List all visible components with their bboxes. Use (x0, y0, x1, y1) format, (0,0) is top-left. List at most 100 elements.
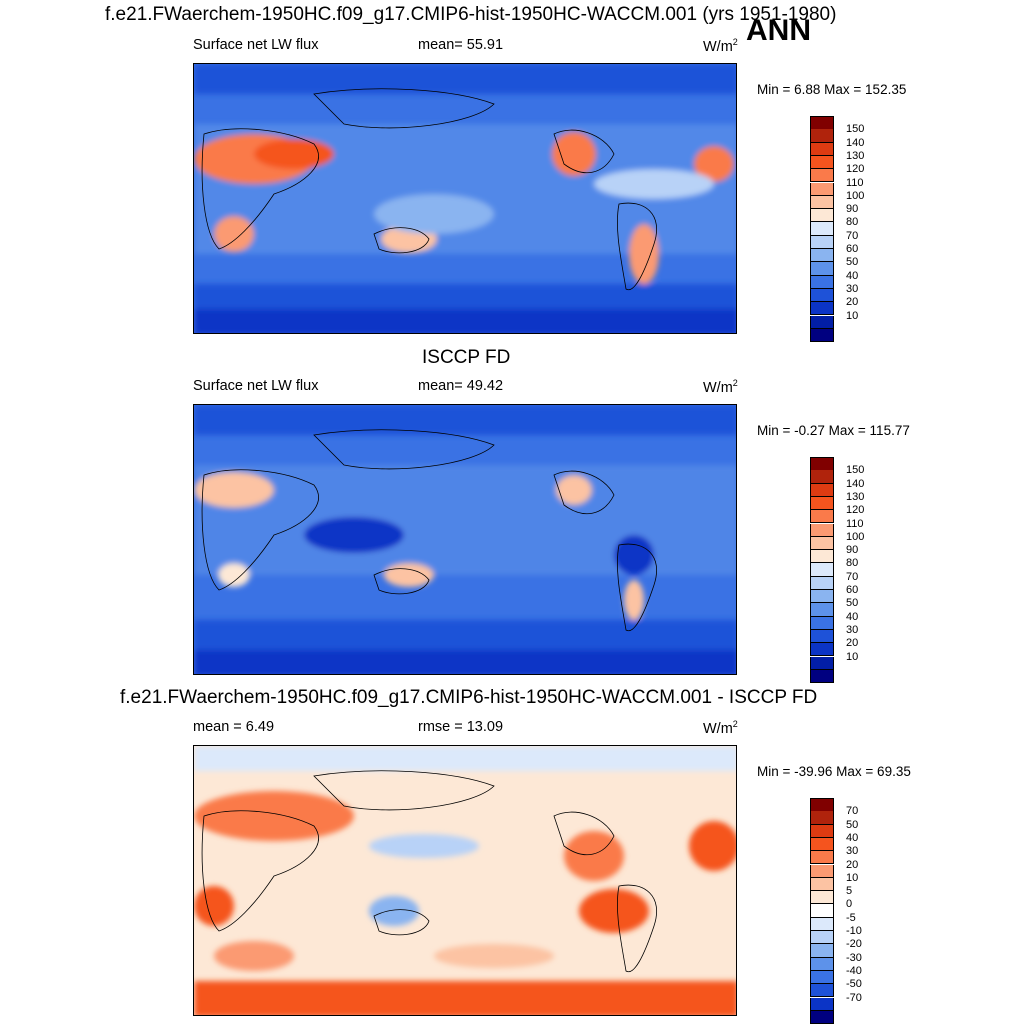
colorbar-cell (810, 669, 834, 684)
colorbar-tick-label: -5 (846, 911, 856, 924)
colorbar-tick-label: 150 (846, 464, 865, 477)
colorbar-tick-label: 100 (846, 530, 865, 543)
colorbar-tick-label: 70 (846, 229, 859, 242)
colorbar-tick-label: 30 (846, 282, 859, 295)
colorbar-cell (810, 510, 834, 524)
panel-diff-mean: mean = 6.49 (193, 719, 275, 735)
colorbar-cell (810, 155, 834, 170)
panel-obs-title: ISCCP FD (422, 347, 511, 368)
panel-obs-left-label: Surface net LW flux (193, 378, 319, 394)
colorbar-tick-label: 90 (846, 544, 859, 557)
colorbar-cell (810, 470, 834, 484)
colorbar-cell (810, 824, 834, 838)
colorbar-tick-label: 80 (846, 216, 859, 229)
panel-diff-title: f.e21.FWaerchem-1950HC.f09_g17.CMIP6-his… (120, 687, 818, 708)
colorbar-cell (810, 496, 834, 511)
panel-model-units: W/m2 (703, 37, 738, 55)
colorbar-tick-label: -30 (846, 951, 862, 964)
figure-title: f.e21.FWaerchem-1950HC.f09_g17.CMIP6-his… (105, 4, 837, 25)
colorbar-cell (810, 629, 834, 644)
colorbar-cell (810, 457, 834, 472)
colorbar-tick-label: -20 (846, 938, 862, 951)
colorbar-cell (810, 142, 834, 156)
panel-obs-mean: mean= 49.42 (418, 378, 504, 394)
colorbar-cell (810, 249, 834, 263)
panel-diff-map (193, 745, 737, 1016)
colorbar-cell (810, 262, 834, 276)
colorbar-tick-label: 100 (846, 189, 865, 202)
colorbar-cell (810, 328, 834, 343)
colorbar-tick-label: 70 (846, 805, 859, 818)
colorbar-tick-label: 130 (846, 490, 865, 503)
colorbar-cell (810, 864, 834, 878)
colorbar-cell (810, 288, 834, 303)
colorbar-tick-label: 10 (846, 871, 859, 884)
panel-model-minmax: Min = 6.88 Max = 152.35 (757, 82, 907, 97)
colorbar-tick-label: 0 (846, 898, 853, 911)
colorbar-cell (810, 523, 834, 537)
colorbar-cell (810, 798, 834, 813)
colorbar-tick-label: 110 (846, 176, 864, 189)
colorbar-cell (810, 222, 834, 236)
colorbar-tick-label: -70 (846, 991, 862, 1004)
colorbar-cell (810, 997, 834, 1011)
colorbar-cell (810, 957, 834, 971)
colorbar-cell (810, 315, 834, 329)
colorbar-tick-label: 40 (846, 610, 859, 623)
colorbar-tick-label: 10 (846, 309, 859, 322)
panel-model-left-label: Surface net LW flux (193, 37, 319, 53)
panel-obs-map (193, 404, 737, 675)
colorbar-tick-label: 130 (846, 149, 865, 162)
colorbar-cell (810, 944, 834, 958)
colorbar-tick-label: 150 (846, 123, 865, 136)
colorbar-cell (810, 576, 834, 590)
colorbar-tick-label: -50 (846, 978, 862, 991)
colorbar-cell (810, 550, 834, 564)
colorbar-tick-label: 50 (846, 256, 859, 269)
colorbar-cell (810, 235, 834, 249)
colorbar-cell (810, 182, 834, 196)
colorbar-cell (810, 209, 834, 223)
colorbar-cell (810, 116, 834, 131)
panel-model-map (193, 63, 737, 334)
colorbar-tick-label: 120 (846, 504, 865, 517)
colorbar-tick-label: 20 (846, 296, 859, 309)
colorbar-tick-label: 80 (846, 557, 859, 570)
colorbar-tick-label: 30 (846, 623, 859, 636)
colorbar-cell (810, 275, 834, 289)
colorbar-cell (810, 483, 834, 497)
colorbar-tick-label: 120 (846, 163, 865, 176)
colorbar-tick-label: 10 (846, 650, 859, 663)
colorbar-cell (810, 169, 834, 183)
panel-diff-units: W/m2 (703, 719, 738, 737)
colorbar-cell (810, 129, 834, 143)
colorbar-tick-label: 140 (846, 136, 865, 149)
colorbar-cell (810, 1010, 834, 1024)
panel-obs-units: W/m2 (703, 378, 738, 396)
colorbar-cell (810, 811, 834, 825)
colorbar-tick-label: 140 (846, 477, 865, 490)
colorbar-cell (810, 970, 834, 985)
colorbar-tick-label: 60 (846, 584, 859, 596)
colorbar-tick-label: 110 (846, 517, 864, 530)
colorbar-tick-label: -10 (846, 925, 862, 937)
colorbar-tick-label: 50 (846, 597, 859, 610)
colorbar-cell (810, 643, 834, 657)
panel-obs-minmax: Min = -0.27 Max = 115.77 (757, 423, 910, 438)
colorbar-cell (810, 656, 834, 670)
panel-diff-minmax: Min = -39.96 Max = 69.35 (757, 764, 911, 779)
colorbar-cell (810, 603, 834, 617)
panel-model-mean: mean= 55.91 (418, 37, 504, 53)
colorbar-tick-label: -40 (846, 964, 862, 977)
colorbar-cell (810, 891, 834, 905)
colorbar-tick-label: 90 (846, 203, 859, 216)
colorbar-cell (810, 590, 834, 604)
colorbar-tick-label: 40 (846, 831, 859, 844)
colorbar-cell (810, 563, 834, 577)
colorbar-tick-label: 20 (846, 637, 859, 650)
colorbar-cell (810, 904, 834, 918)
colorbar-cell (810, 851, 834, 865)
colorbar-cell (810, 837, 834, 852)
colorbar-tick-label: 30 (846, 845, 859, 858)
colorbar-cell (810, 917, 834, 931)
